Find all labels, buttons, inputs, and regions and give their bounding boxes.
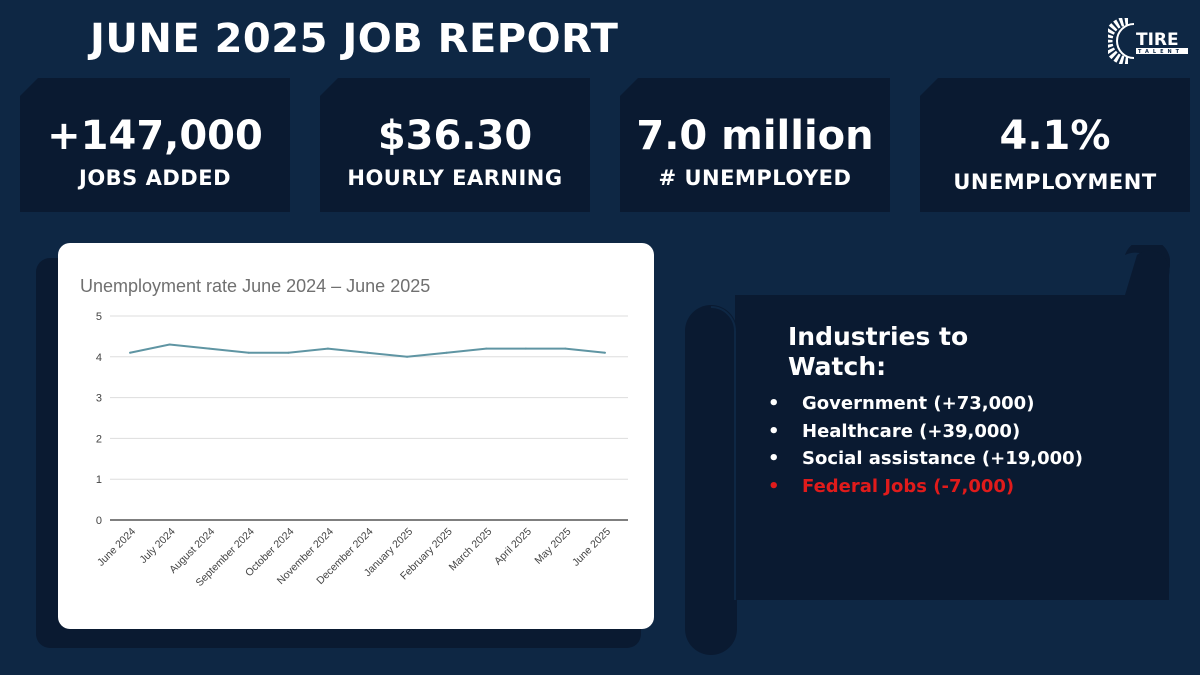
scroll-banner — [685, 245, 1170, 655]
y-tick-label: 2 — [96, 433, 102, 445]
industry-item: • Government (+73,000) — [768, 390, 1083, 418]
svg-text:TALENT: TALENT — [1138, 49, 1183, 55]
data-point — [287, 351, 290, 354]
industry-text: Government (+73,000) — [802, 393, 1035, 414]
tire-talent-logo: TIRE TALENT — [1108, 18, 1188, 64]
bullet-icon: • — [768, 393, 780, 414]
x-tick-label: May 2025 — [532, 526, 573, 567]
data-point — [524, 347, 527, 350]
data-point — [168, 343, 171, 346]
data-point — [129, 351, 131, 354]
unemployment-line — [129, 343, 606, 358]
stat-card-hourly-earning: $36.30 HOURLY EARNING — [320, 78, 590, 212]
data-point — [445, 351, 448, 354]
industry-text: Federal Jobs (-7,000) — [802, 475, 1015, 497]
page-title: JUNE 2025 JOB REPORT — [90, 16, 619, 62]
stat-value: 4.1% — [999, 113, 1111, 159]
stat-label: # UNEMPLOYED — [658, 166, 852, 190]
stat-label: HOURLY EARNING — [347, 166, 563, 190]
y-tick-label: 4 — [96, 352, 102, 364]
data-point — [406, 355, 409, 358]
data-point — [208, 347, 211, 350]
y-tick-label: 3 — [96, 393, 102, 405]
industry-text: Healthcare (+39,000) — [802, 420, 1021, 442]
x-tick-label: March 2025 — [447, 526, 495, 574]
industry-item: • Social assistance (+19,000) — [768, 445, 1083, 473]
stat-card-unemployed: 7.0 million # UNEMPLOYED — [620, 78, 890, 212]
stat-value: +147,000 — [47, 113, 263, 159]
stat-card-unemployment-rate: 4.1% UNEMPLOYMENT — [920, 78, 1190, 212]
industries-title: Industries to Watch: — [788, 322, 969, 381]
stat-label: JOBS ADDED — [79, 166, 231, 190]
data-point — [604, 351, 606, 354]
data-point — [247, 351, 250, 354]
svg-text:TIRE: TIRE — [1136, 30, 1179, 50]
industries-panel: Industries to Watch: • Government (+73,00… — [768, 322, 1083, 500]
stat-value: 7.0 million — [636, 113, 874, 159]
chart-card: Unemployment rate June 2024 – June 2025 … — [58, 243, 654, 629]
data-point — [366, 351, 369, 354]
y-tick-label: 5 — [96, 311, 102, 323]
stat-label: UNEMPLOYMENT — [953, 170, 1157, 194]
bullet-icon: • — [768, 475, 780, 497]
x-tick-label: June 2025 — [570, 526, 613, 569]
industry-text: Social assistance (+19,000) — [802, 448, 1083, 469]
x-tick-label: July 2024 — [137, 526, 177, 566]
x-tick-label: June 2024 — [95, 526, 138, 569]
y-tick-label: 1 — [96, 474, 102, 486]
chart-title: Unemployment rate June 2024 – June 2025 — [80, 276, 431, 296]
x-tick-label: April 2025 — [492, 526, 534, 568]
industry-item: • Federal Jobs (-7,000) — [768, 473, 1083, 501]
y-tick-label: 0 — [96, 515, 102, 527]
data-point — [326, 347, 329, 350]
stat-value: $36.30 — [377, 113, 533, 159]
data-point — [564, 347, 567, 350]
bullet-icon: • — [768, 448, 780, 469]
stat-card-jobs-added: +147,000 JOBS ADDED — [20, 78, 290, 212]
bullet-icon: • — [768, 420, 780, 442]
data-point — [485, 347, 488, 350]
industry-item: • Healthcare (+39,000) — [768, 418, 1083, 446]
